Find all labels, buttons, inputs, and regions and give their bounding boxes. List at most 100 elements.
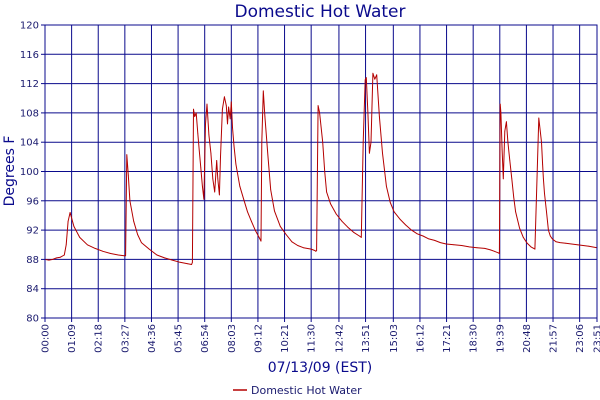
data-point — [389, 201, 391, 203]
data-point — [205, 123, 206, 125]
legend-label: Domestic Hot Water — [251, 384, 362, 397]
data-point — [235, 163, 237, 165]
data-point — [219, 194, 220, 196]
data-point — [544, 193, 545, 194]
y-tick-label: 104 — [20, 138, 39, 149]
data-point — [208, 134, 210, 136]
data-point — [164, 257, 166, 259]
data-point — [171, 259, 173, 261]
chart-title: Domestic Hot Water — [234, 2, 405, 22]
data-point — [239, 185, 241, 187]
x-tick-label: 08:03 — [227, 324, 238, 353]
data-point — [267, 156, 269, 158]
data-point — [507, 141, 509, 143]
data-point — [228, 106, 230, 108]
data-point — [405, 224, 407, 226]
x-tick-label: 18:30 — [469, 324, 480, 353]
data-point — [534, 248, 536, 250]
data-point — [214, 191, 216, 193]
x-tick-label: 09:12 — [253, 324, 264, 353]
data-point — [379, 116, 380, 117]
data-point — [233, 145, 235, 147]
data-point — [499, 103, 501, 105]
data-point — [222, 108, 223, 110]
x-tick-label: 23:51 — [593, 324, 600, 353]
data-point — [364, 79, 366, 81]
data-point — [264, 116, 266, 117]
x-tick-label: 02:18 — [94, 324, 105, 353]
data-point — [490, 249, 491, 251]
data-point — [370, 141, 372, 143]
data-point — [179, 261, 181, 263]
data-point — [63, 254, 65, 256]
data-point — [270, 189, 272, 191]
data-point — [126, 154, 128, 156]
data-point — [476, 247, 478, 249]
x-tick-label: 13:51 — [361, 324, 372, 353]
y-tick-label: 108 — [20, 108, 39, 119]
data-point — [511, 178, 513, 180]
x-tick-label: 10:21 — [280, 324, 291, 353]
data-point — [499, 253, 500, 254]
data-point — [310, 248, 312, 250]
data-point — [571, 243, 572, 245]
data-point — [322, 141, 324, 143]
data-point — [515, 211, 516, 213]
data-point — [232, 127, 233, 128]
data-point — [326, 191, 327, 193]
data-point — [386, 185, 387, 187]
data-point — [48, 259, 50, 261]
y-tick-label: 80 — [26, 314, 39, 325]
data-point — [69, 212, 71, 213]
data-point — [494, 250, 495, 252]
data-point — [506, 121, 507, 123]
data-point — [229, 118, 231, 120]
data-point — [254, 229, 256, 231]
x-tick-label: 01:09 — [67, 324, 78, 353]
y-axis: 80 84 88 92 96 100 104 108 112 116 120 — [20, 21, 45, 325]
data-point — [319, 112, 320, 114]
x-axis-title: 07/13/09 (EST) — [268, 360, 373, 376]
data-point — [372, 72, 374, 74]
data-point — [497, 252, 499, 254]
x-tick-label: 04:36 — [147, 324, 158, 353]
data-point — [148, 248, 150, 250]
data-point — [468, 246, 470, 248]
data-point — [212, 178, 214, 180]
data-point — [335, 213, 337, 215]
data-point — [559, 242, 561, 244]
y-tick-label: 92 — [26, 226, 39, 237]
data-point — [555, 241, 557, 243]
data-point — [203, 198, 205, 200]
x-tick-label: 06:54 — [200, 324, 211, 353]
x-tick-label: 20:48 — [522, 324, 533, 353]
data-point — [501, 149, 503, 150]
data-point — [546, 211, 547, 213]
data-point — [227, 123, 228, 125]
data-point — [416, 233, 418, 235]
data-point — [303, 247, 304, 249]
data-point — [440, 242, 441, 244]
data-point — [133, 220, 135, 222]
data-point — [317, 105, 319, 106]
data-point — [260, 240, 262, 242]
data-point — [291, 241, 293, 243]
data-point — [197, 133, 199, 134]
data-point — [314, 250, 316, 252]
data-point — [191, 264, 193, 265]
data-point — [422, 235, 424, 237]
data-point — [220, 156, 221, 158]
data-point — [52, 259, 54, 260]
data-point — [129, 200, 131, 202]
data-point — [588, 245, 590, 247]
data-point — [73, 226, 75, 227]
x-tick-label: 19:39 — [495, 324, 506, 353]
y-tick-label: 116 — [20, 50, 39, 61]
data-point — [504, 130, 506, 132]
data-point — [225, 105, 227, 106]
data-point — [137, 234, 139, 235]
data-point — [362, 141, 364, 143]
series-line — [44, 72, 598, 265]
